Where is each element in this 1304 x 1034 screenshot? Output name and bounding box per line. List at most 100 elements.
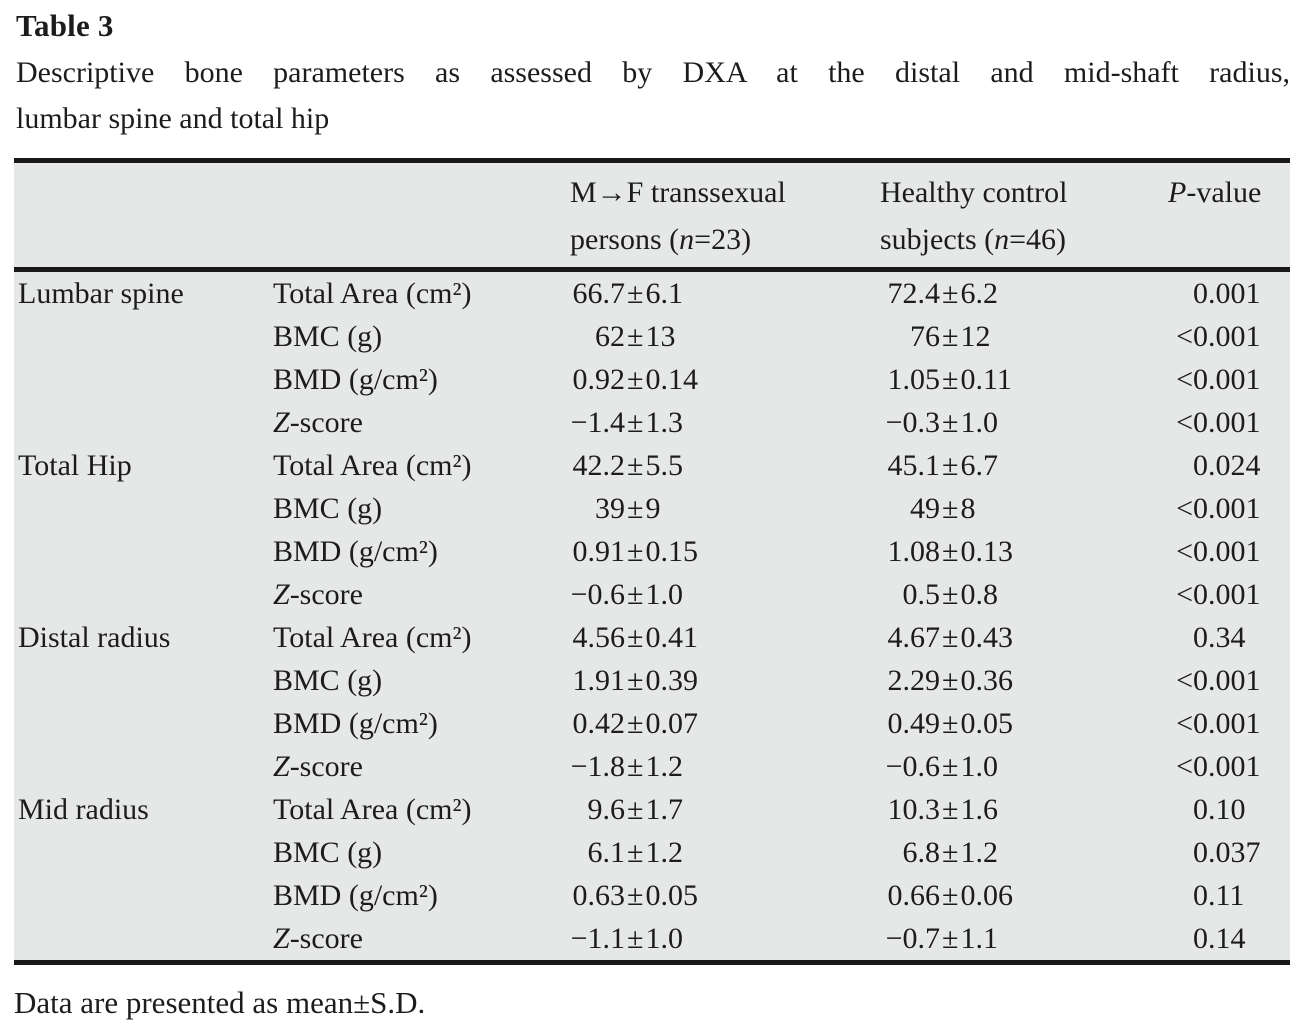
parameter-cell: BMD (g/cm²) (273, 707, 438, 740)
control-value-cell: −0.7±1.1 (880, 917, 1150, 960)
region-cell (14, 358, 273, 401)
control-value-cell: −0.6±1.0 (880, 745, 1150, 788)
region-cell: Mid radius (18, 793, 149, 826)
plus-minus: ± (627, 578, 644, 611)
m2f-value-cell: 6.1±1.2 (570, 831, 880, 874)
plus-minus: ± (627, 363, 644, 396)
table-row: BMC (g) 62±13 76±12 <0.001 (14, 315, 1290, 358)
control-value-cell: 49±8 (880, 487, 1150, 530)
caption-line: lumbar spine and total hip (16, 102, 330, 135)
table-row: Lumbar spine Total Area (cm²) 66.7±6.1 7… (14, 272, 1290, 315)
p-value-cell: 0.34 (1193, 621, 1246, 654)
region-cell (14, 530, 273, 573)
plus-minus: ± (942, 578, 959, 611)
p-value-cell: <0.001 (1176, 535, 1261, 568)
m2f-value-cell: 4.56±0.41 (570, 616, 880, 659)
table-row: BMD (g/cm²) 0.92±0.14 1.05±0.11 <0.001 (14, 358, 1290, 401)
region-cell (14, 573, 273, 616)
m2f-value-cell: 0.91±0.15 (570, 530, 880, 573)
plus-minus: ± (627, 879, 644, 912)
table-title: Table 3 (16, 8, 114, 43)
region-cell (14, 874, 273, 917)
table-row: Z-score −1.8±1.2 −0.6±1.0 <0.001 (14, 745, 1290, 788)
p-value-cell: <0.001 (1176, 492, 1261, 525)
plus-minus: ± (627, 535, 644, 568)
plus-minus: ± (942, 492, 959, 525)
header-line: P-value (1168, 176, 1262, 209)
control-value-cell: 10.3±1.6 (880, 788, 1150, 831)
p-value-cell: <0.001 (1176, 750, 1261, 783)
region-cell (14, 401, 273, 444)
m2f-value-cell: 0.63±0.05 (570, 874, 880, 917)
control-value-cell: 0.5±0.8 (880, 573, 1150, 616)
p-value-cell: <0.001 (1176, 406, 1261, 439)
plus-minus: ± (942, 836, 959, 869)
plus-minus: ± (627, 664, 644, 697)
p-value-cell: <0.001 (1176, 664, 1261, 697)
table-row: Total Hip Total Area (cm²) 42.2±5.5 45.1… (14, 444, 1290, 487)
table-row: BMD (g/cm²) 0.42±0.07 0.49±0.05 <0.001 (14, 702, 1290, 745)
table-row: BMC (g) 6.1±1.2 6.8±1.2 0.037 (14, 831, 1290, 874)
plus-minus: ± (942, 707, 959, 740)
plus-minus: ± (627, 320, 644, 353)
region-cell: Total Hip (18, 449, 132, 482)
m2f-value-cell: −1.1±1.0 (570, 917, 880, 960)
m2f-value-cell: −0.6±1.0 (570, 573, 880, 616)
plus-minus: ± (942, 535, 959, 568)
m2f-value-cell: 42.2±5.5 (570, 444, 880, 487)
control-value-cell: 6.8±1.2 (880, 831, 1150, 874)
parameter-cell: Total Area (cm²) (273, 277, 472, 310)
parameter-cell: Total Area (cm²) (273, 449, 472, 482)
plus-minus: ± (942, 793, 959, 826)
control-value-cell: 45.1±6.7 (880, 444, 1150, 487)
table-footnote: Data are presented as mean±S.D. (14, 985, 426, 1020)
parameter-cell: BMC (g) (273, 492, 383, 525)
parameter-cell: Z-score (273, 922, 363, 955)
table-row: Distal radius Total Area (cm²) 4.56±0.41… (14, 616, 1290, 659)
plus-minus: ± (627, 406, 644, 439)
p-value-cell: <0.001 (1176, 707, 1261, 740)
m2f-value-cell: −1.4±1.3 (570, 401, 880, 444)
plus-minus: ± (942, 363, 959, 396)
control-value-cell: 76±12 (880, 315, 1150, 358)
plus-minus: ± (627, 449, 644, 482)
region-cell (14, 745, 273, 788)
table-row: BMD (g/cm²) 0.63±0.05 0.66±0.06 0.11 (14, 874, 1290, 917)
plus-minus: ± (942, 320, 959, 353)
plus-minus: ± (942, 750, 959, 783)
header-col-pvalue: P-value (1150, 169, 1290, 263)
data-table: M→F transsexual persons (n=23) Healthy c… (14, 158, 1290, 965)
p-value-cell: 0.037 (1193, 836, 1261, 869)
region-cell (14, 315, 273, 358)
table-row: BMD (g/cm²) 0.91±0.15 1.08±0.13 <0.001 (14, 530, 1290, 573)
control-value-cell: 72.4±6.2 (880, 272, 1150, 315)
table-caption: Descriptive bone parameters as assessed … (16, 50, 1290, 142)
control-value-cell: 1.05±0.11 (880, 358, 1150, 401)
parameter-cell: BMD (g/cm²) (273, 363, 438, 396)
plus-minus: ± (627, 492, 644, 525)
region-cell (14, 659, 273, 702)
region-cell (14, 702, 273, 745)
plus-minus: ± (627, 750, 644, 783)
header-line: persons (n=23) (570, 223, 752, 256)
plus-minus: ± (942, 879, 959, 912)
header-col-control: Healthy control subjects (n=46) (880, 169, 1150, 263)
region-cell: Distal radius (18, 621, 171, 654)
parameter-cell: Total Area (cm²) (273, 621, 472, 654)
parameter-cell: BMD (g/cm²) (273, 535, 438, 568)
table-row: Mid radius Total Area (cm²) 9.6±1.7 10.3… (14, 788, 1290, 831)
header-line: subjects (n=46) (880, 223, 1067, 256)
parameter-cell: Z-score (273, 750, 363, 783)
table-row: Z-score −1.4±1.3 −0.3±1.0 <0.001 (14, 401, 1290, 444)
p-value-cell: <0.001 (1176, 363, 1261, 396)
plus-minus: ± (942, 406, 959, 439)
plus-minus: ± (627, 277, 644, 310)
table-row: BMC (g) 1.91±0.39 2.29±0.36 <0.001 (14, 659, 1290, 702)
header-line: Healthy control (880, 176, 1068, 209)
p-value-cell: 0.11 (1193, 879, 1245, 912)
plus-minus: ± (942, 277, 959, 310)
control-value-cell: 2.29±0.36 (880, 659, 1150, 702)
plus-minus: ± (627, 836, 644, 869)
control-value-cell: 0.49±0.05 (880, 702, 1150, 745)
